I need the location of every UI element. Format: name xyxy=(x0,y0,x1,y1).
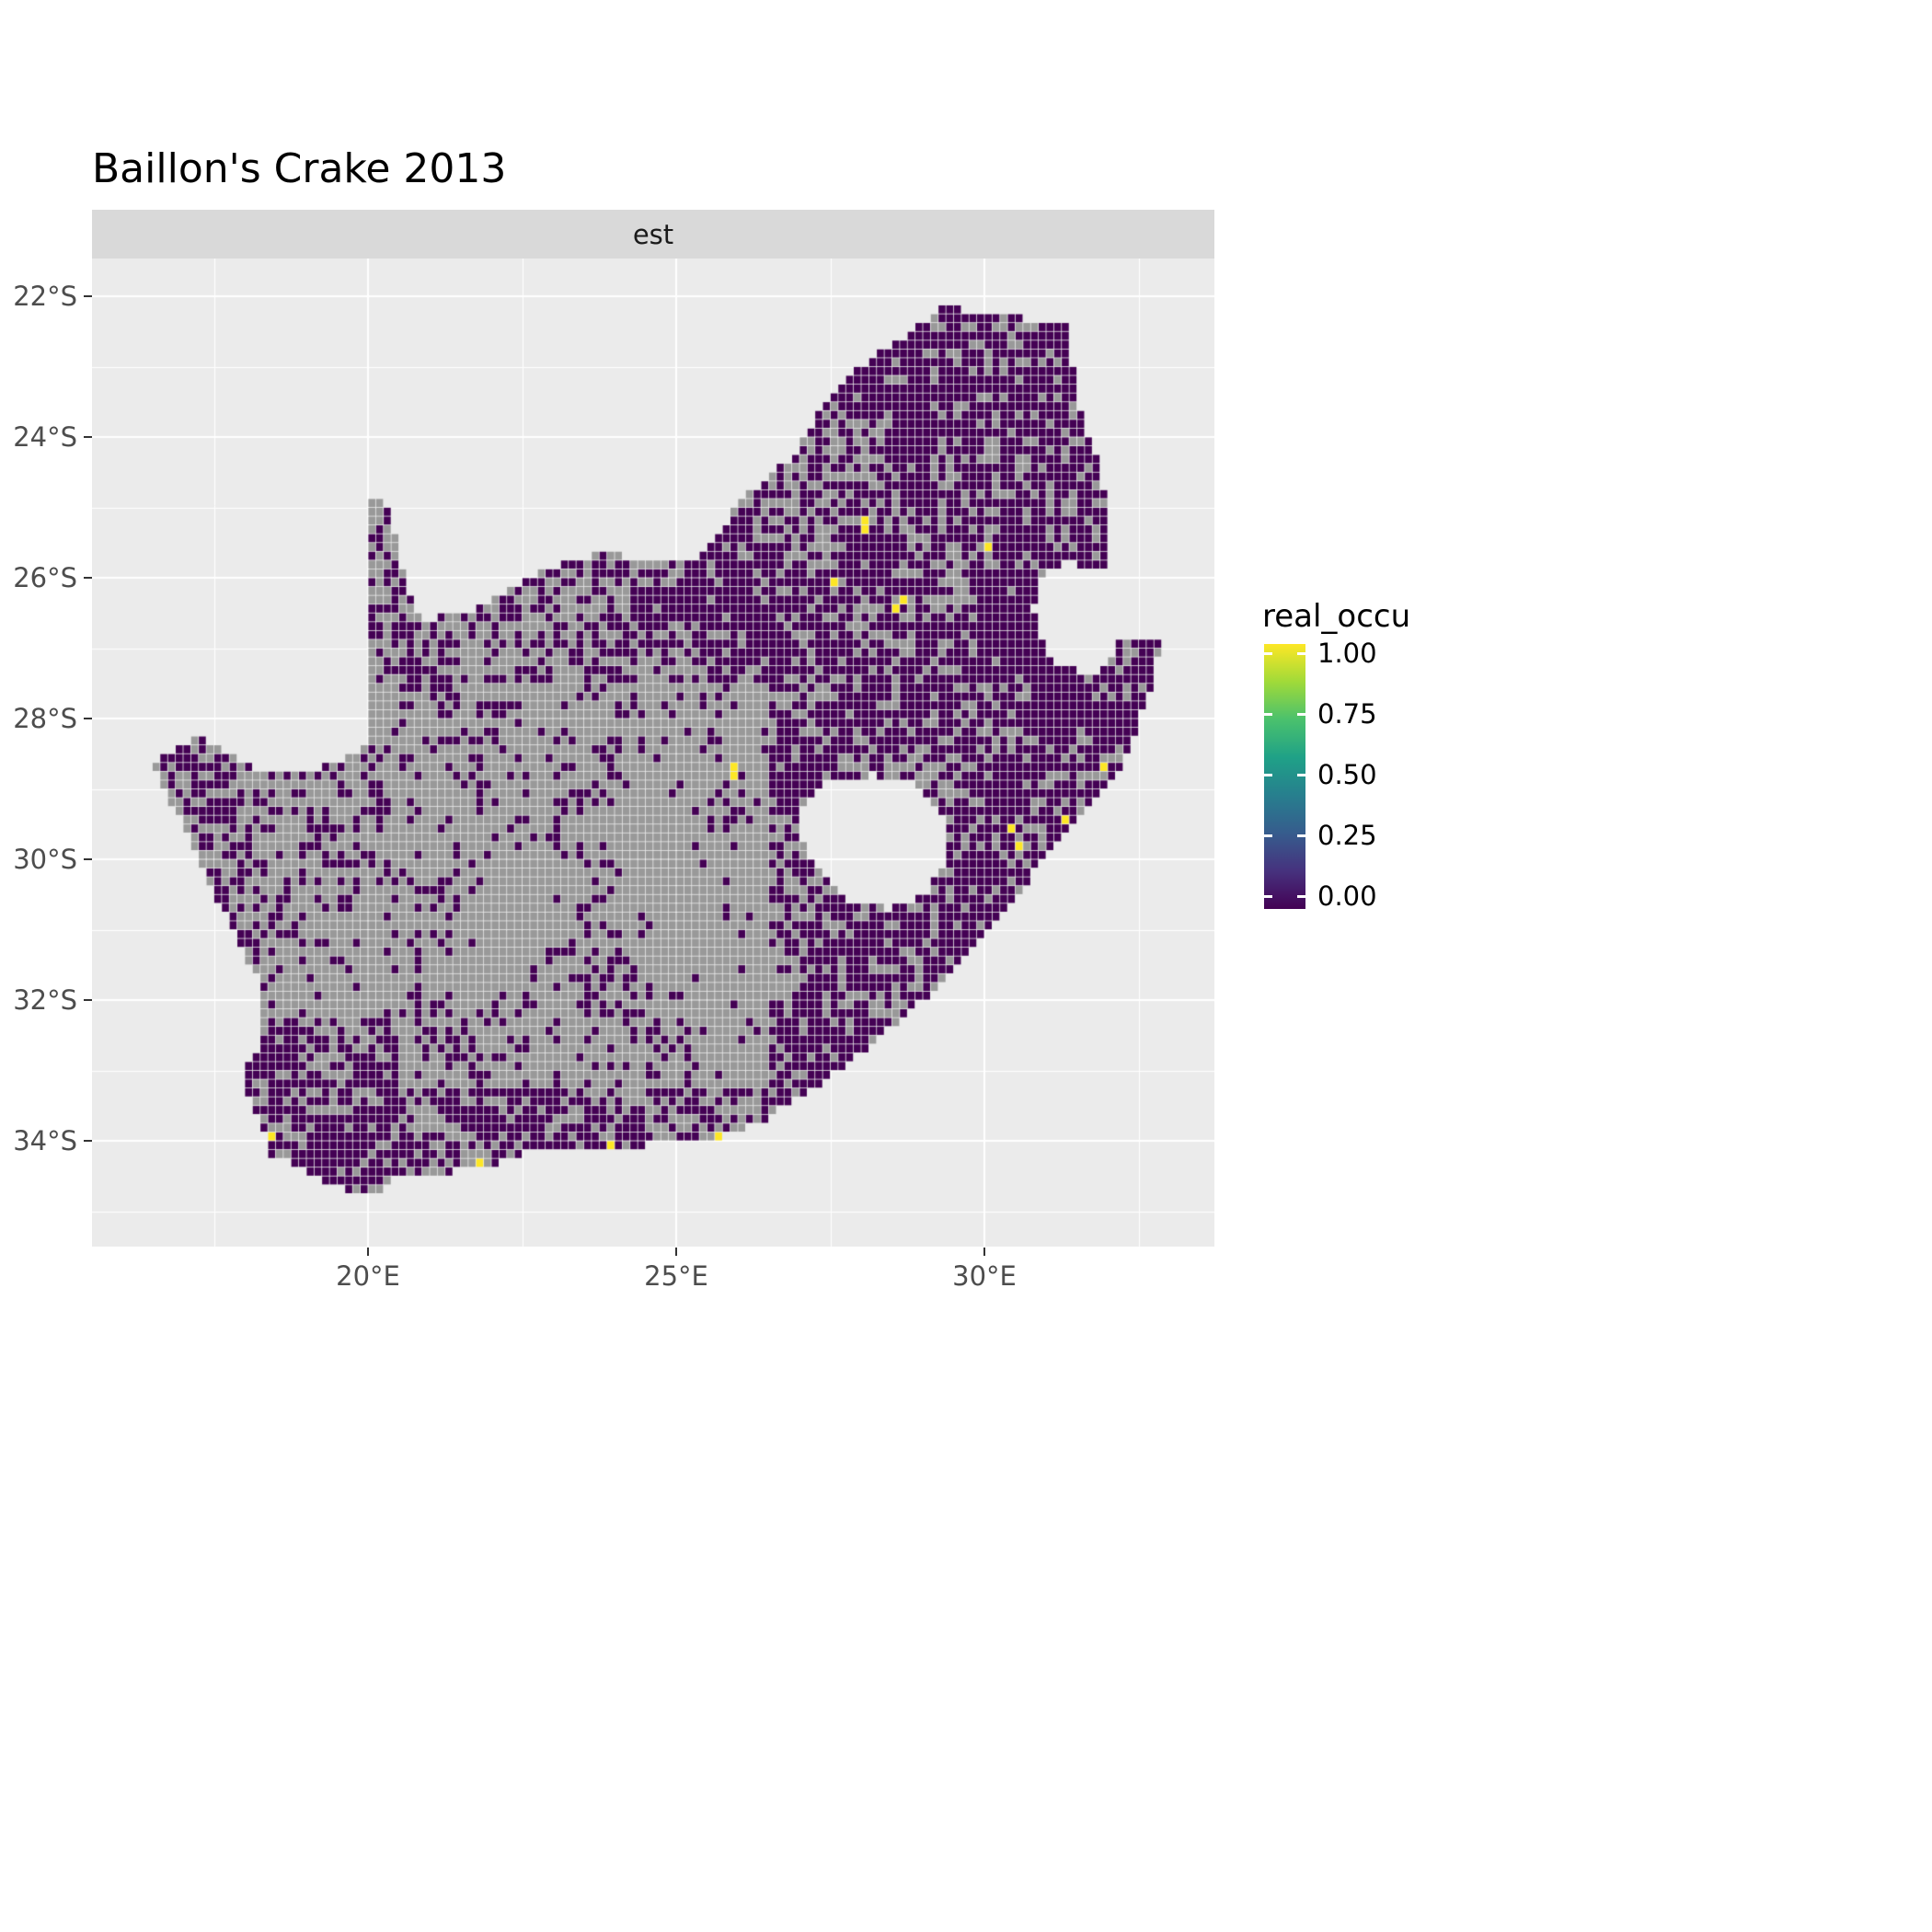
facet-strip: est xyxy=(92,210,1214,259)
legend-tick-label: 0.00 xyxy=(1317,880,1377,912)
map-panel xyxy=(92,259,1214,1247)
y-tick-label: 22°S xyxy=(13,281,77,312)
legend-title: real_occu xyxy=(1262,598,1411,635)
colorbar-tick-mark xyxy=(1264,651,1272,655)
colorbar-tick-mark xyxy=(1297,712,1305,716)
y-tick-label: 26°S xyxy=(13,562,77,593)
colorbar-tick-mark xyxy=(1297,894,1305,898)
colorbar-tick-mark xyxy=(1297,773,1305,776)
legend-tick-label: 0.50 xyxy=(1317,759,1377,790)
y-tick-label: 28°S xyxy=(13,703,77,734)
colorbar-tick-mark xyxy=(1297,651,1305,655)
y-tick-mark xyxy=(84,718,92,719)
colorbar-tick-mark xyxy=(1264,834,1272,837)
legend: real_occu 1.00 0.75 0.50 0.25 0.00 xyxy=(1262,598,1474,910)
y-tick-label: 34°S xyxy=(13,1125,77,1156)
y-tick-mark xyxy=(84,1140,92,1142)
x-tick-mark xyxy=(675,1248,677,1256)
legend-tick-label: 0.75 xyxy=(1317,698,1377,730)
y-tick-label: 30°S xyxy=(13,844,77,875)
colorbar-tick-mark xyxy=(1264,712,1272,716)
colorbar-tick-mark xyxy=(1264,894,1272,898)
legend-colorbar xyxy=(1264,644,1305,909)
x-tick-label: 25°E xyxy=(644,1260,708,1292)
legend-tick-label: 1.00 xyxy=(1317,638,1377,669)
x-tick-label: 30°E xyxy=(952,1260,1017,1292)
legend-tick-label: 0.25 xyxy=(1317,820,1377,851)
x-tick-label: 20°E xyxy=(336,1260,400,1292)
x-tick-mark xyxy=(983,1248,985,1256)
y-tick-label: 32°S xyxy=(13,984,77,1016)
x-tick-mark xyxy=(367,1248,369,1256)
y-tick-mark xyxy=(84,858,92,860)
map-canvas xyxy=(92,259,1214,1247)
y-tick-mark xyxy=(84,999,92,1001)
facet-strip-label: est xyxy=(632,218,674,250)
y-tick-label: 24°S xyxy=(13,421,77,453)
plot-title: Baillon's Crake 2013 xyxy=(92,145,507,192)
colorbar-tick-mark xyxy=(1297,834,1305,837)
y-tick-mark xyxy=(84,577,92,579)
colorbar-tick-mark xyxy=(1264,773,1272,776)
y-tick-mark xyxy=(84,295,92,297)
y-tick-mark xyxy=(84,436,92,438)
